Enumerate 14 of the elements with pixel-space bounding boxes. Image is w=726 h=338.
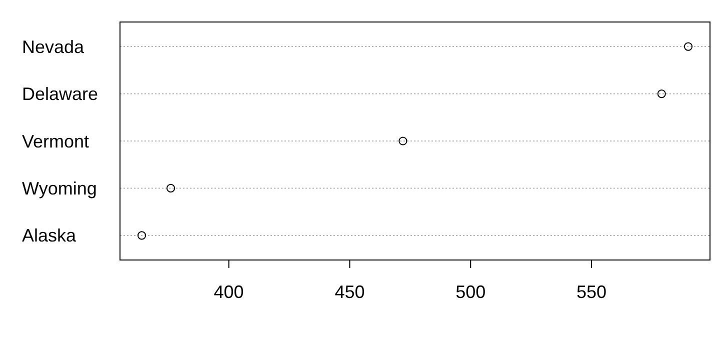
point: [137, 231, 146, 240]
y-tick-label: Delaware: [22, 84, 98, 104]
y-tick-label: Wyoming: [22, 178, 97, 199]
y-tick-label: Nevada: [22, 36, 86, 57]
y-tick-label: Alaska: [22, 226, 78, 246]
point: [166, 184, 176, 193]
x-tick-label: 500: [456, 282, 486, 302]
x-tick-label: 400: [214, 282, 244, 302]
x-tick-label: 450: [334, 282, 365, 302]
point: [398, 136, 408, 146]
point: [657, 89, 666, 98]
x-tick-label: 550: [576, 282, 607, 302]
y-tick-label: Vermont: [22, 131, 90, 152]
point: [684, 42, 693, 51]
